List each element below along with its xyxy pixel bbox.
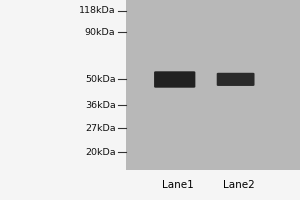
Text: 36kDa: 36kDa	[85, 101, 116, 110]
FancyBboxPatch shape	[217, 73, 254, 86]
FancyBboxPatch shape	[154, 71, 195, 88]
Text: Lane1: Lane1	[162, 180, 194, 190]
Text: Lane2: Lane2	[223, 180, 255, 190]
Text: 90kDa: 90kDa	[85, 28, 116, 37]
Text: 20kDa: 20kDa	[85, 148, 116, 157]
Text: 27kDa: 27kDa	[85, 124, 116, 133]
Text: 118kDa: 118kDa	[79, 6, 116, 15]
Text: 50kDa: 50kDa	[85, 75, 116, 84]
Bar	[126, 0, 300, 170]
